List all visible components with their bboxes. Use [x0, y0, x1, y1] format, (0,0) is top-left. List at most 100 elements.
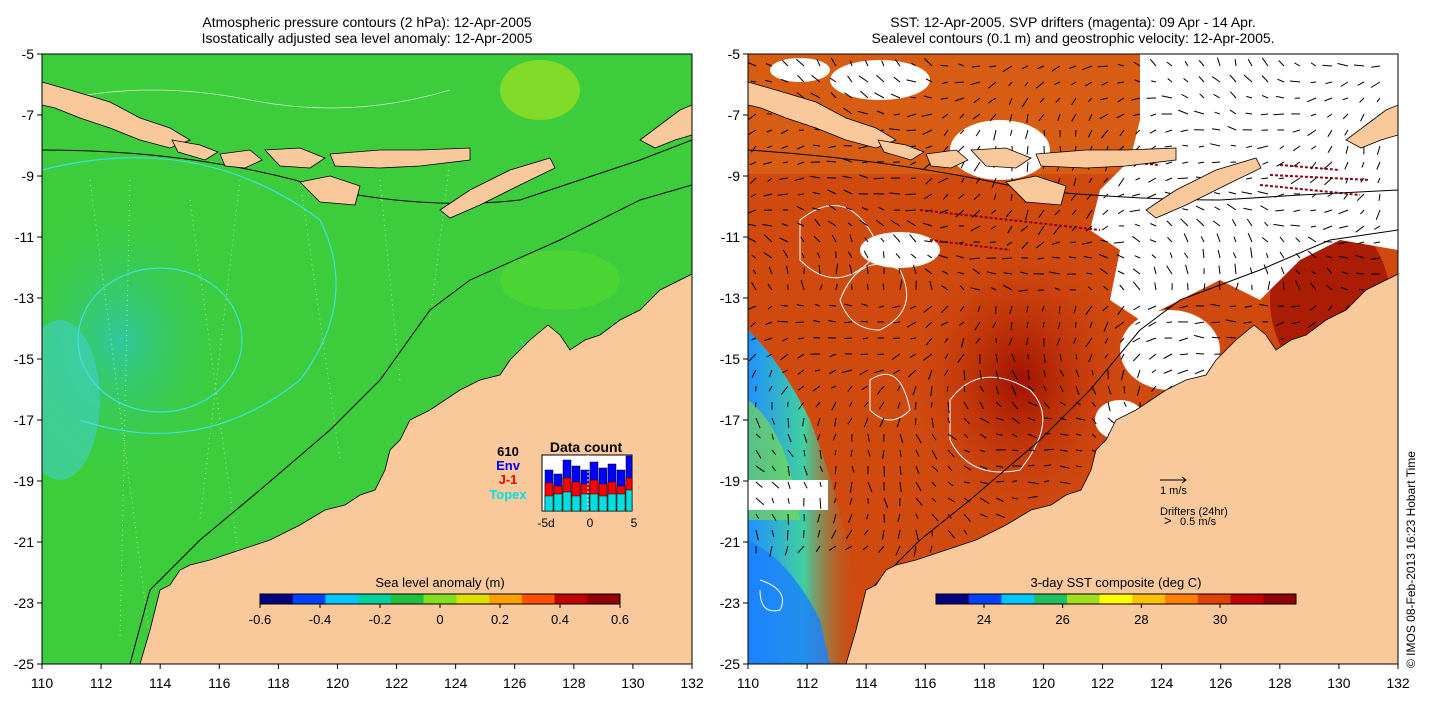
velocity-arrow [1041, 305, 1045, 312]
colorbar-segment [1230, 594, 1264, 604]
velocity-arrow [1293, 161, 1301, 167]
velocity-arrow [1183, 78, 1189, 83]
velocity-arrow [829, 304, 837, 307]
right-sla-contour-4 [869, 373, 911, 421]
velocity-arrow [1378, 193, 1381, 201]
velocity-arrow [812, 191, 821, 195]
velocity-arrow [963, 417, 970, 425]
velocity-arrow [748, 129, 757, 136]
velocity-arrow [750, 321, 757, 328]
velocity-arrow [1011, 385, 1017, 396]
velocity-arrow [906, 220, 917, 227]
velocity-arrow [817, 433, 821, 441]
velocity-arrow [1275, 209, 1285, 212]
velocity-arrow [796, 145, 805, 150]
velocity-arrow [751, 254, 757, 259]
velocity-arrow [990, 241, 997, 243]
velocity-arrow [1233, 236, 1237, 243]
velocity-arrow [1075, 369, 1080, 378]
velocity-arrow [1024, 81, 1029, 87]
velocity-arrow [1103, 285, 1109, 291]
velocity-arrow [963, 449, 970, 453]
velocity-arrow [1196, 353, 1205, 355]
velocity-arrow [1213, 93, 1221, 99]
velocity-arrow [1177, 369, 1189, 375]
colorbar-segment [1132, 594, 1166, 604]
velocity-arrow [1027, 495, 1038, 499]
velocity-arrow [1117, 63, 1125, 67]
velocity-arrow [859, 90, 869, 99]
velocity-arrow [1182, 208, 1189, 211]
velocity-arrow [1218, 265, 1221, 275]
velocity-arrow [975, 129, 981, 137]
velocity-arrow [909, 234, 917, 243]
velocity-arrow [766, 353, 773, 358]
velocity-arrow [1345, 145, 1349, 154]
left-inset-chart: Data count 610 Env J-1 Topex [489, 439, 637, 530]
velocity-arrow [748, 62, 757, 67]
velocity-arrow [845, 529, 853, 540]
velocity-arrow [1163, 369, 1173, 374]
velocity-arrow [833, 497, 837, 504]
velocity-arrow [963, 465, 972, 471]
velocity-arrow [1293, 209, 1301, 213]
velocity-arrow [1338, 255, 1349, 259]
velocity-arrow [1185, 264, 1189, 275]
velocity-arrow [1134, 223, 1141, 227]
velocity-arrow [897, 401, 901, 409]
velocity-arrow [963, 481, 970, 484]
velocity-arrow [1099, 113, 1109, 120]
colorbar-segment [1165, 594, 1199, 604]
velocity-arrow [1011, 480, 1018, 483]
velocity-arrow [861, 303, 869, 307]
velocity-arrow [833, 513, 837, 524]
velocity-arrow [813, 144, 821, 147]
velocity-arrow [860, 320, 869, 323]
velocity-arrow [1002, 65, 1013, 73]
velocity-arrow [1196, 218, 1205, 227]
velocity-arrow [815, 303, 821, 307]
inset-xtick-1: 0 [587, 516, 594, 530]
velocity-arrow [763, 161, 773, 165]
velocity-arrow [1091, 433, 1097, 438]
velocity-arrow [750, 145, 757, 153]
velocity-arrow [771, 529, 775, 537]
right-map [748, 54, 1398, 664]
velocity-arrow [748, 353, 757, 362]
velocity-arrow [1020, 225, 1029, 232]
velocity-arrow [1182, 161, 1189, 164]
velocity-arrow [877, 385, 885, 395]
velocity-arrow [925, 78, 933, 83]
velocity-arrow [780, 305, 789, 307]
velocity-arrow [858, 145, 869, 149]
velocity-arrow [891, 305, 901, 309]
left-land-timor [439, 157, 556, 219]
left-land-tanimbar [639, 104, 692, 149]
velocity-arrow [1107, 401, 1111, 412]
velocity-arrow [995, 369, 999, 380]
velocity-arrow [781, 145, 789, 149]
velocity-arrow [993, 129, 997, 141]
velocity-arrow [844, 337, 853, 339]
velocity-arrow [867, 481, 873, 493]
velocity-arrow [1355, 225, 1365, 233]
velocity-arrow [873, 177, 885, 180]
velocity-arrow [1371, 65, 1381, 68]
colorbar-tick-label: -0.4 [309, 612, 331, 627]
velocity-scale-arrowhead [1181, 476, 1187, 484]
colorbar-tick-label: 0 [436, 612, 443, 627]
velocity-arrow [1006, 241, 1013, 246]
velocity-arrow [787, 417, 790, 428]
colorbar-tick-label: 30 [1213, 612, 1227, 627]
velocity-arrow [1135, 177, 1141, 181]
velocity-arrow [923, 95, 933, 99]
velocity-arrow [1310, 62, 1317, 67]
velocity-arrow [1132, 113, 1141, 117]
velocity-arrow [797, 385, 805, 391]
velocity-arrow [780, 385, 789, 396]
velocity-arrow [940, 321, 949, 326]
axis-labels: -5 -7 -9 -11 -13 -15 -17 -19 -21 -23 -25 110 112 114 1… [14, 46, 1410, 691]
velocity-arrow [803, 449, 806, 457]
velocity-arrow [797, 161, 805, 165]
velocity-arrow [1085, 225, 1093, 232]
